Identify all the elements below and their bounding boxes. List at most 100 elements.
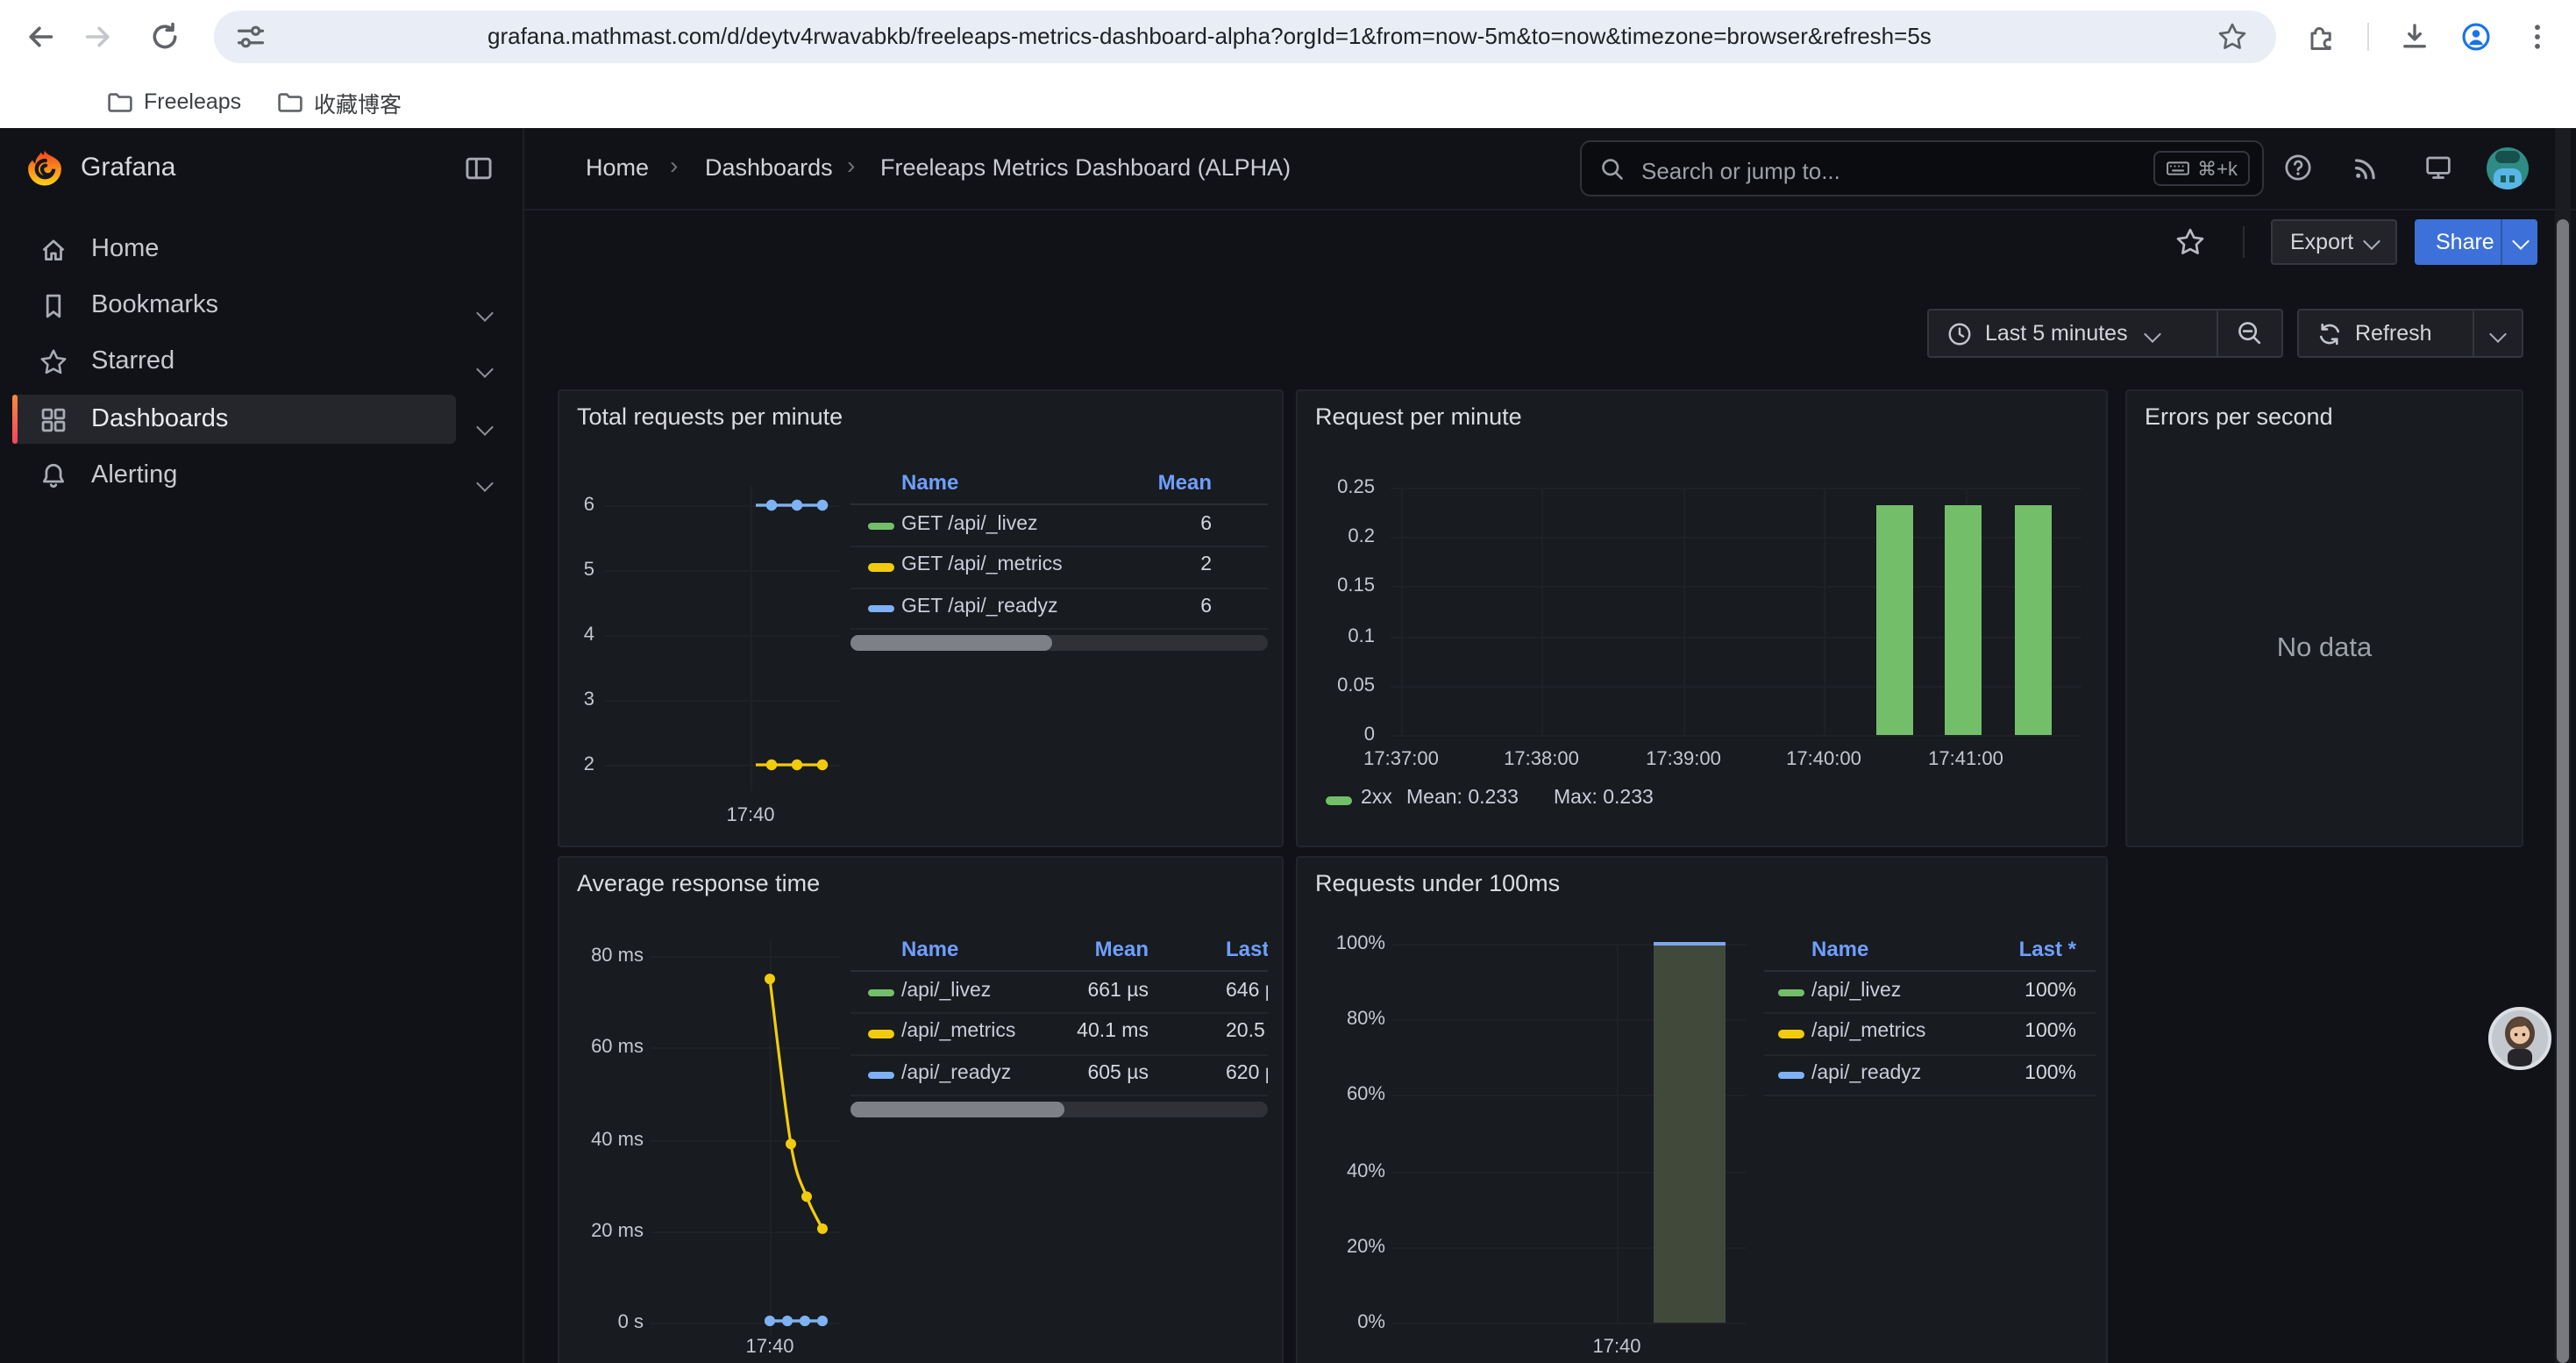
sidebar-item-alerting[interactable]: Alerting — [12, 451, 456, 500]
legend-series-name[interactable]: /api/_metrics — [1811, 1021, 1925, 1042]
breadcrumb-home[interactable]: Home — [586, 154, 649, 181]
legend-header-col[interactable]: Last * — [1226, 937, 1268, 961]
zoom-out-button[interactable] — [2218, 310, 2281, 356]
panel-total-requests-per-minute: Total requests per minute 6543217:40 Nam… — [558, 389, 1284, 847]
panel-title[interactable]: Errors per second — [2145, 403, 2333, 430]
legend-series-pill — [1778, 1030, 1804, 1038]
back-icon[interactable] — [25, 21, 56, 53]
help-icon[interactable] — [2283, 153, 2315, 184]
legend-header-col[interactable]: Mean — [1019, 937, 1149, 961]
y-tick-label: 80% — [1305, 1009, 1385, 1030]
legend-header-col[interactable]: Mean — [1114, 470, 1212, 495]
gridline-vertical — [751, 486, 752, 791]
actions-divider — [2243, 226, 2245, 258]
chevron-down-icon[interactable] — [479, 467, 496, 484]
menu-kebab-icon[interactable] — [2522, 21, 2553, 53]
bookmark-folder-freeleaps[interactable]: Freeleaps — [105, 82, 241, 121]
legend-series-name[interactable]: /api/_metrics — [901, 1021, 1015, 1042]
address-bar[interactable]: grafana.mathmast.com/d/deytv4rwavabkb/fr… — [214, 11, 2276, 63]
y-tick-label: 2 — [559, 754, 594, 775]
legend-series-name[interactable]: GET /api/_metrics — [901, 554, 1063, 575]
y-tick-label: 0.1 — [1298, 625, 1375, 646]
bell-icon — [39, 461, 68, 491]
sidebar-item-starred[interactable]: Starred — [12, 337, 456, 386]
legend-scrollbar-track[interactable] — [850, 635, 1268, 651]
sidebar-item-label: Home — [91, 235, 159, 263]
floating-avatar-bubble[interactable] — [2488, 1007, 2551, 1070]
search-box[interactable]: ⌘+k — [1580, 140, 2264, 196]
y-tick-label: 0.25 — [1298, 477, 1375, 498]
legend-divider — [1764, 970, 2096, 972]
gridline-vertical — [1541, 488, 1543, 735]
sidebar-toggle-icon[interactable] — [463, 153, 495, 184]
legend-series-pill — [868, 563, 894, 571]
star-icon — [39, 347, 68, 377]
forward-icon[interactable] — [82, 21, 114, 53]
extensions-icon[interactable] — [2304, 21, 2336, 53]
refresh-interval-dropdown[interactable] — [2474, 310, 2522, 356]
favorite-star-icon[interactable] — [2174, 226, 2206, 258]
legend-header-col[interactable]: Last * — [1939, 937, 2076, 961]
legend-header-name[interactable]: Name — [901, 470, 958, 495]
legend-header-name[interactable]: Name — [1811, 937, 1868, 961]
legend-series-name[interactable]: GET /api/_readyz — [901, 596, 1058, 617]
breadcrumb-separator: › — [670, 151, 678, 179]
folder-icon — [105, 88, 133, 116]
legend-series-name[interactable]: /api/_readyz — [1811, 1062, 1921, 1083]
user-avatar[interactable] — [2487, 147, 2529, 189]
legend-divider — [850, 970, 1268, 972]
grafana-app: Grafana Home › Dashboards › Freeleaps Me… — [0, 128, 2576, 1363]
y-tick-label: 0.15 — [1298, 576, 1375, 597]
breadcrumb-dashboards[interactable]: Dashboards — [705, 154, 833, 181]
legend-scrollbar-thumb[interactable] — [850, 635, 1052, 651]
legend-series-pill — [1778, 1071, 1804, 1079]
avatar-decoration — [2501, 175, 2506, 182]
gridline-horizontal — [651, 1139, 840, 1141]
sidebar-item-home[interactable]: Home — [12, 225, 456, 274]
kiosk-monitor-icon[interactable] — [2423, 153, 2455, 184]
panel-request-per-minute: Request per minute 0.250.20.150.10.05017… — [1296, 389, 2108, 847]
legend-series-name[interactable]: 2xx — [1361, 788, 1392, 809]
legend-series-name[interactable]: /api/_readyz — [901, 1062, 1011, 1083]
sidebar-item-dashboards[interactable]: Dashboards — [12, 395, 456, 444]
profile-icon[interactable] — [2460, 21, 2492, 53]
time-range-label: Last 5 minutes — [1985, 321, 2128, 346]
grafana-logo[interactable] — [26, 149, 63, 186]
legend-series-value: 40.1 ms — [1019, 1021, 1149, 1042]
legend-scrollbar-track[interactable] — [850, 1102, 1268, 1117]
gridline-horizontal — [605, 505, 840, 507]
grafana-topbar: Grafana Home › Dashboards › Freeleaps Me… — [0, 128, 2576, 211]
chevron-down-icon[interactable] — [479, 296, 496, 314]
chevron-down-icon — [2489, 325, 2507, 342]
chevron-down-icon[interactable] — [479, 410, 496, 428]
url-text[interactable]: grafana.mathmast.com/d/deytv4rwavabkb/fr… — [487, 11, 2241, 63]
legend-series-value: 100% — [1939, 980, 2076, 1001]
chevron-down-icon[interactable] — [479, 353, 496, 370]
breadcrumb-current: Freeleaps Metrics Dashboard (ALPHA) — [880, 154, 1291, 181]
refresh-button[interactable]: Refresh — [2299, 310, 2473, 356]
reload-icon[interactable] — [149, 21, 181, 53]
avatar-decoration — [2494, 168, 2522, 189]
page-scrollbar[interactable] — [2555, 128, 2571, 1363]
download-icon[interactable] — [2399, 21, 2430, 53]
legend-series-name[interactable]: GET /api/_livez — [901, 513, 1038, 534]
legend-series-name[interactable]: /api/_livez — [1811, 980, 1901, 1001]
gridline-vertical — [1683, 488, 1685, 735]
zoom-out-icon — [2236, 319, 2264, 347]
time-range-picker[interactable]: Last 5 minutes — [1929, 310, 2217, 356]
gridline-vertical — [1824, 488, 1825, 735]
news-rss-icon[interactable] — [2352, 153, 2383, 184]
bookmark-star-icon[interactable] — [2217, 21, 2248, 53]
bookmark-folder-blogs[interactable]: 收藏博客 — [275, 82, 402, 121]
search-input[interactable] — [1638, 147, 2083, 193]
share-dropdown-button[interactable] — [2501, 219, 2537, 265]
sidebar-item-bookmarks[interactable]: Bookmarks — [12, 281, 456, 330]
legend-series-name[interactable]: /api/_livez — [901, 980, 991, 1001]
legend-header-name[interactable]: Name — [901, 937, 958, 961]
scrollbar-thumb[interactable] — [2557, 219, 2569, 1363]
export-button[interactable]: Export — [2271, 219, 2397, 265]
legend-scrollbar-thumb[interactable] — [850, 1102, 1064, 1117]
sidebar-item-label: Bookmarks — [91, 291, 218, 319]
clock-icon — [1946, 320, 1973, 346]
tune-icon[interactable] — [235, 21, 267, 53]
